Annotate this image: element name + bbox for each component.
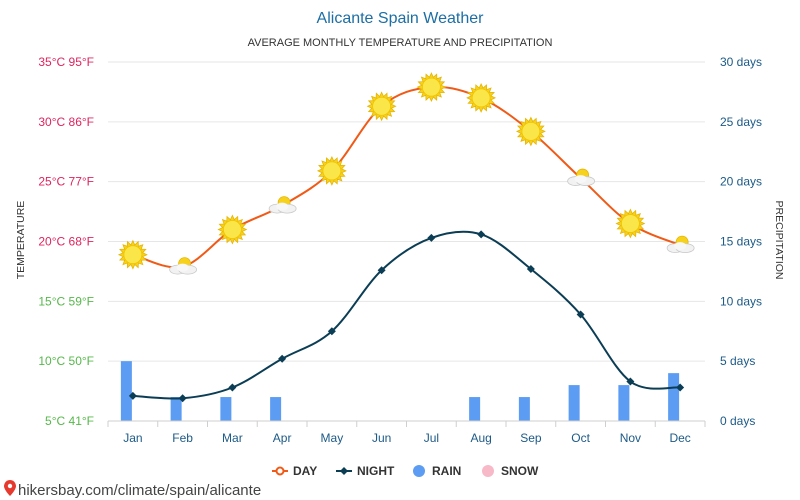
x-tick-label: Jun <box>372 431 391 445</box>
y-left-tick-label: 25°C 77°F <box>38 175 94 189</box>
sun-icon <box>316 155 347 186</box>
chart-title: Alicante Spain Weather <box>317 10 485 27</box>
night-point <box>377 266 386 275</box>
x-tick-label: Sep <box>520 431 542 445</box>
night-point <box>427 233 436 242</box>
rain-bar <box>518 397 530 421</box>
x-tick-label: Oct <box>571 431 590 445</box>
y-right-tick-label: 30 days <box>720 55 762 69</box>
night-point <box>128 391 137 400</box>
x-tick-label: Aug <box>470 431 491 445</box>
y-right-tick-label: 15 days <box>720 235 762 249</box>
sun-icon <box>366 91 397 122</box>
chart-subtitle: AVERAGE MONTHLY TEMPERATURE AND PRECIPIT… <box>248 37 553 49</box>
y-left-tick-label: 10°C 50°F <box>38 354 94 368</box>
sun-cloud-icon <box>169 257 198 275</box>
night-point <box>178 394 187 403</box>
night-point <box>576 310 585 319</box>
sun-cloud-icon <box>666 235 695 253</box>
y-right-tick-label: 0 days <box>720 414 755 428</box>
legend-item-night[interactable]: NIGHT <box>336 464 395 478</box>
y-left-tick-label: 20°C 68°F <box>38 235 94 249</box>
legend-item-snow[interactable]: SNOW <box>482 464 539 478</box>
day-line <box>132 85 681 269</box>
x-tick-label: Feb <box>172 431 193 445</box>
legend-point-marker <box>340 467 348 475</box>
y-right-tick-label: 20 days <box>720 175 762 189</box>
rain-bar <box>469 397 481 421</box>
legend-label: RAIN <box>432 464 461 478</box>
night-line <box>132 230 681 400</box>
rain-bar <box>668 373 680 421</box>
y-left-tick-label: 35°C 95°F <box>38 55 94 69</box>
sun-icon <box>466 82 497 113</box>
footer-link-text[interactable]: hikersbay.com/climate/spain/alicante <box>18 482 261 499</box>
sun-cloud-icon <box>567 168 596 186</box>
map-pin-icon <box>4 480 16 496</box>
legend-label: DAY <box>293 464 317 478</box>
x-tick-label: May <box>321 431 344 445</box>
rain-bar <box>120 361 132 421</box>
x-tick-label: Apr <box>273 431 292 445</box>
sun-icon <box>515 116 546 147</box>
rain-bar <box>170 397 182 421</box>
sun-icon <box>217 214 248 245</box>
legend-label: SNOW <box>501 464 539 478</box>
sun-icon <box>416 72 447 103</box>
x-tick-label: Mar <box>222 431 243 445</box>
x-tick-label: Dec <box>669 431 690 445</box>
legend-dot-marker <box>482 465 494 477</box>
legend-item-day[interactable]: DAY <box>272 464 317 478</box>
night-point <box>278 354 287 363</box>
footer-link[interactable]: hikersbay.com/climate/spain/alicante <box>4 480 261 499</box>
y-right-tick-label: 5 days <box>720 354 755 368</box>
sun-icon <box>117 239 148 270</box>
legend: DAY NIGHT RAIN SNOW <box>272 464 539 478</box>
x-tick-label: Jan <box>123 431 142 445</box>
night-point <box>626 377 635 386</box>
x-tick-label: Nov <box>620 431 641 445</box>
legend-point-marker <box>275 466 285 476</box>
night-point <box>676 383 685 392</box>
y-left-tick-label: 30°C 86°F <box>38 115 94 129</box>
rain-bar <box>220 397 232 421</box>
y-left-tick-label: 15°C 59°F <box>38 294 94 308</box>
sun-icon <box>615 208 646 239</box>
y-left-axis-label: TEMPERATURE <box>15 201 27 280</box>
rain-bar <box>618 385 630 421</box>
legend-label: NIGHT <box>357 464 395 478</box>
night-point <box>228 383 237 392</box>
night-point <box>526 265 535 274</box>
x-tick-label: Jul <box>424 431 439 445</box>
rain-bar <box>568 385 580 421</box>
y-left-tick-label: 5°C 41°F <box>45 414 94 428</box>
night-point <box>477 230 486 239</box>
y-right-tick-label: 10 days <box>720 294 762 308</box>
night-point <box>327 327 336 336</box>
legend-dot-marker <box>413 465 425 477</box>
sun-cloud-icon <box>268 196 297 214</box>
rain-bar <box>270 397 282 421</box>
y-right-axis-label: PRECIPITATION <box>773 201 785 280</box>
y-right-tick-label: 25 days <box>720 115 762 129</box>
legend-item-rain[interactable]: RAIN <box>413 464 461 478</box>
